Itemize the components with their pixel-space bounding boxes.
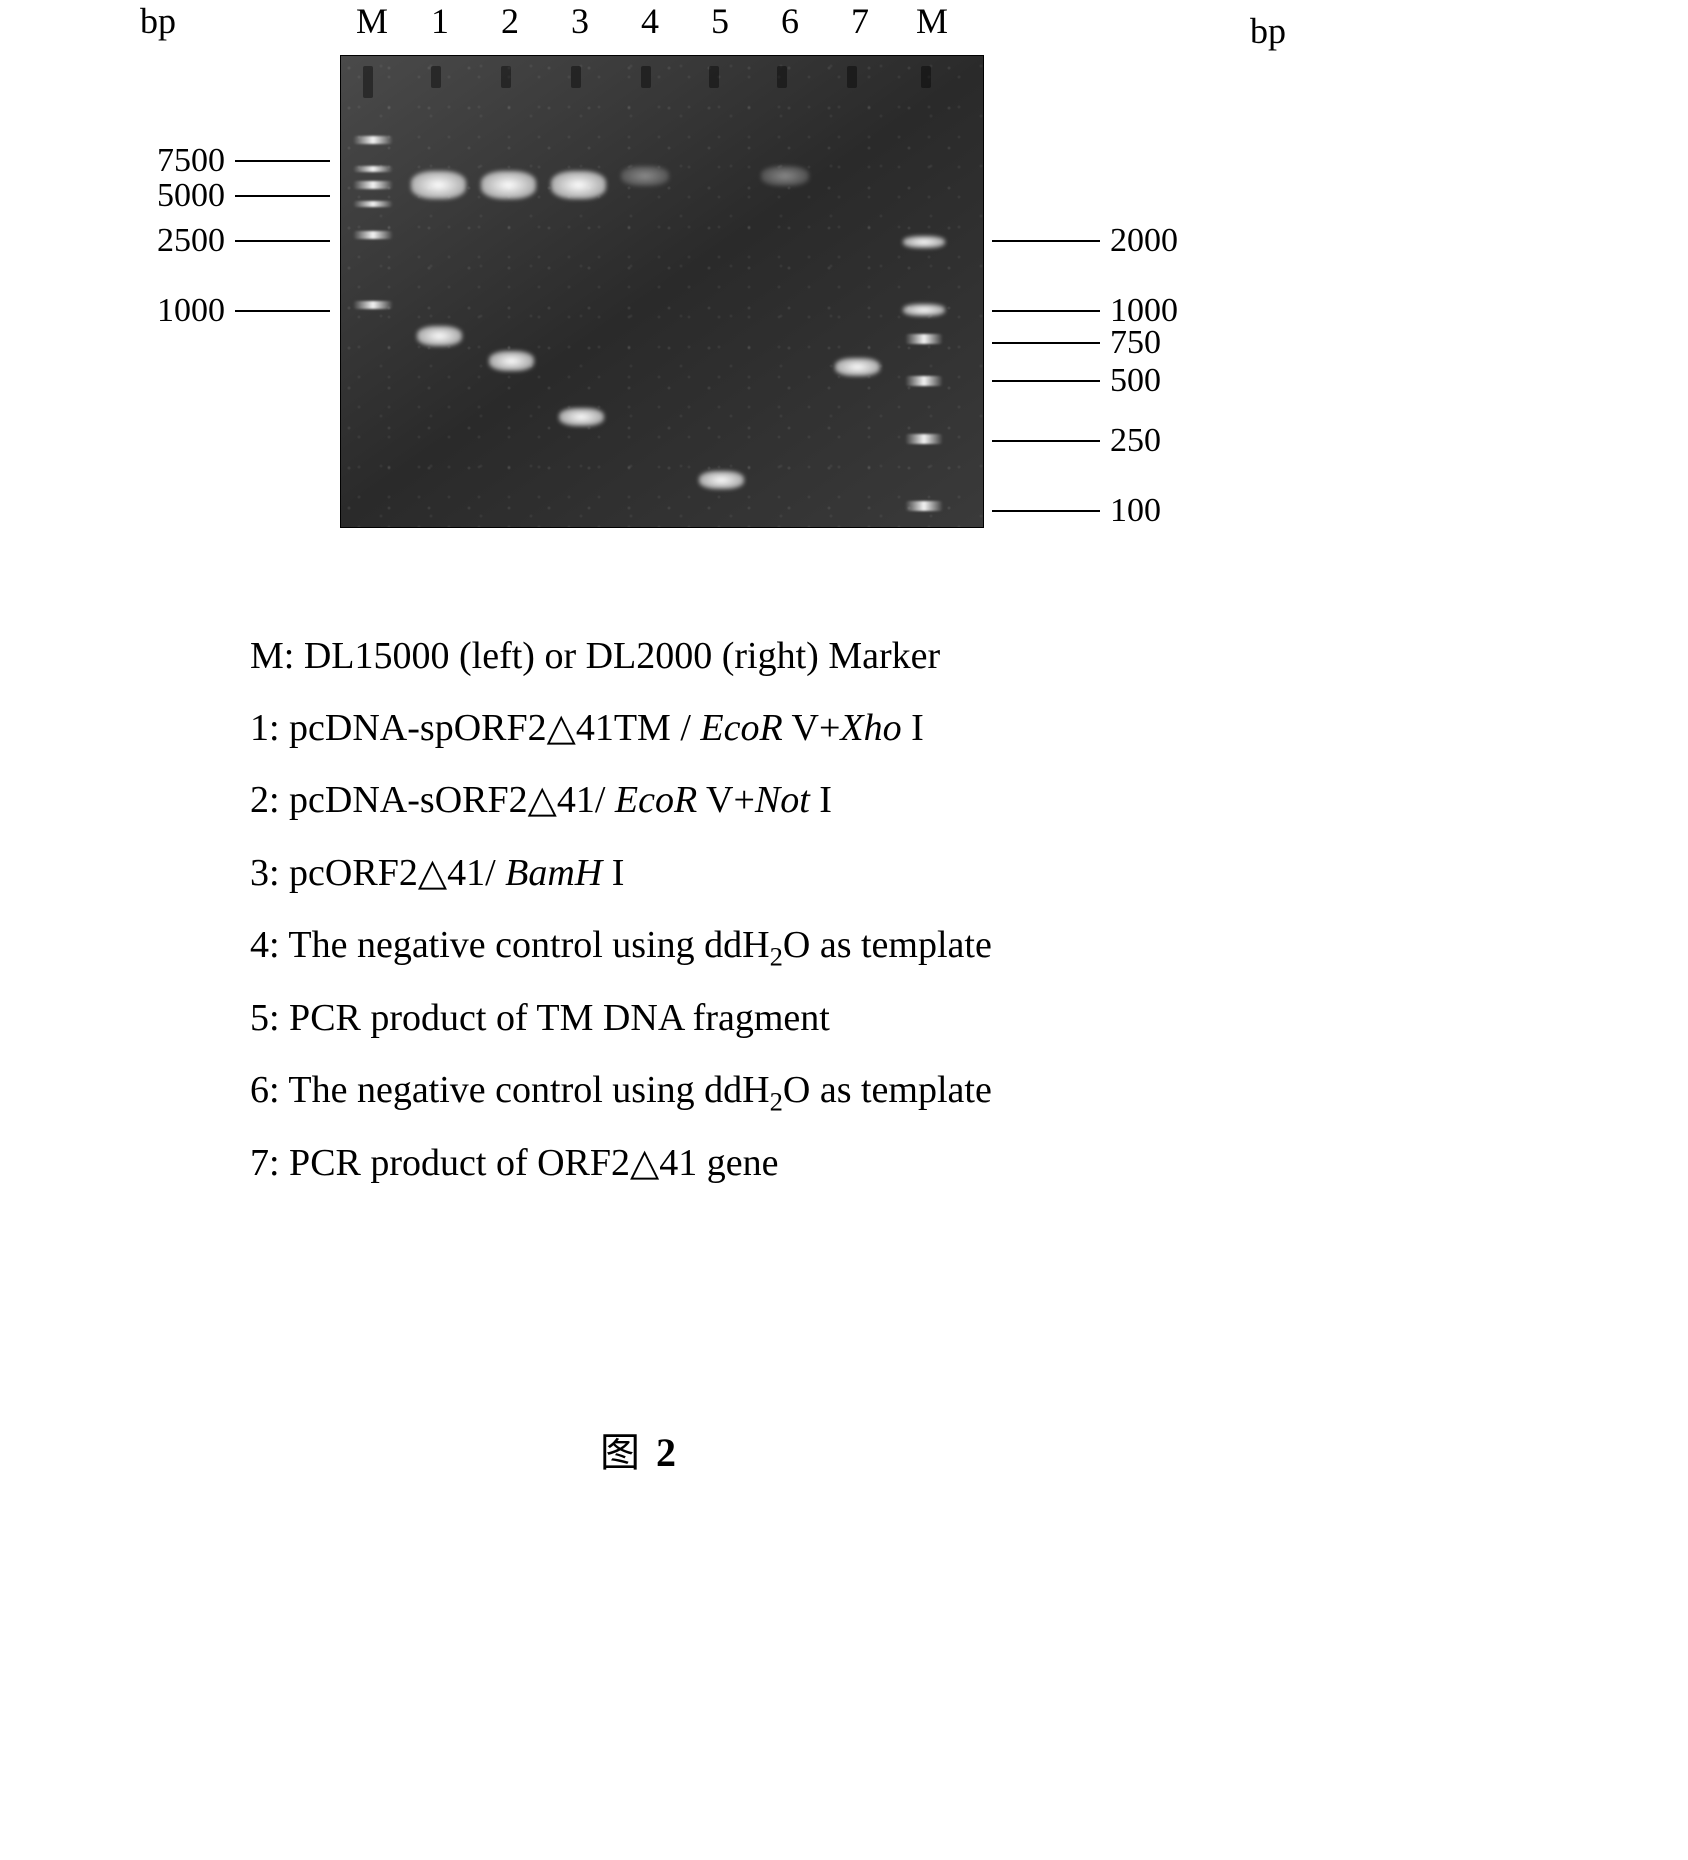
gel-well [709, 66, 719, 88]
lane-label: 2 [496, 0, 524, 42]
caption-num: 2 [656, 1430, 676, 1475]
marker-label-right: 250 [1110, 422, 1161, 460]
tick-line [992, 240, 1100, 242]
gel-band [905, 501, 943, 511]
gel-band [905, 376, 943, 386]
lane-label: 4 [636, 0, 664, 42]
legend-line: 4: The negative control using ddH2O as t… [250, 909, 992, 982]
gel-band [903, 304, 945, 316]
tick-line [992, 342, 1100, 344]
gel-well [847, 66, 857, 88]
lane-label: 5 [706, 0, 734, 42]
marker-label-left: 2500 [157, 222, 225, 260]
gel-band [903, 236, 945, 248]
bp-label-right: bp [1250, 10, 1286, 52]
gel-well [777, 66, 787, 88]
caption-cn: 图 [600, 1430, 640, 1475]
gel-well [363, 66, 373, 98]
tick-line [235, 310, 330, 312]
gel-band [353, 301, 393, 309]
gel-band [353, 136, 393, 144]
marker-label-right: 2000 [1110, 222, 1178, 260]
marker-label-left: 5000 [157, 177, 225, 215]
legend-line: 6: The negative control using ddH2O as t… [250, 1054, 992, 1127]
lane-label: 6 [776, 0, 804, 42]
marker-label-right: 500 [1110, 362, 1161, 400]
figure-container: bp bp M 1 2 3 4 5 6 7 M 7500500025001000… [0, 0, 1688, 1860]
legend-line: 7: PCR product of ORF2△41 gene [250, 1127, 992, 1199]
gel-band [353, 166, 393, 172]
gel-band [551, 171, 606, 199]
lane-label: M [916, 0, 944, 42]
gel-band [353, 231, 393, 239]
marker-label-right: 100 [1110, 492, 1161, 530]
gel-band [353, 181, 393, 189]
tick-line [235, 240, 330, 242]
lane-label: M [356, 0, 384, 42]
lane-labels: M 1 2 3 4 5 6 7 M [356, 0, 944, 42]
tick-line [992, 510, 1100, 512]
marker-label-left: 7500 [157, 142, 225, 180]
marker-label-right: 750 [1110, 324, 1161, 362]
gel-band [559, 408, 604, 426]
gel-band [353, 201, 393, 207]
gel-band [905, 434, 943, 444]
gel-band [417, 326, 462, 346]
gel-well [571, 66, 581, 88]
legend-line: 5: PCR product of TM DNA fragment [250, 982, 992, 1054]
gel-band [411, 171, 466, 199]
figure-legend: M: DL15000 (left) or DL2000 (right) Mark… [250, 620, 992, 1199]
legend-line: 1: pcDNA-spORF2△41TM / EcoR V+Xho I [250, 692, 992, 764]
tick-line [235, 195, 330, 197]
tick-line [992, 380, 1100, 382]
gel-band [699, 471, 744, 489]
tick-line [235, 160, 330, 162]
gel-image [340, 55, 984, 528]
bp-label-left: bp [140, 0, 176, 42]
marker-label-left: 1000 [157, 292, 225, 330]
gel-band [905, 334, 943, 344]
gel-band [761, 166, 809, 186]
gel-well [431, 66, 441, 88]
figure-caption: 图 2 [600, 1420, 676, 1478]
legend-line: 3: pcORF2△41/ BamH I [250, 837, 992, 909]
legend-line: M: DL15000 (left) or DL2000 (right) Mark… [250, 620, 992, 692]
gel-band [481, 171, 536, 199]
gel-band [621, 166, 669, 186]
gel-band [835, 358, 880, 376]
lane-label: 1 [426, 0, 454, 42]
lane-label: 7 [846, 0, 874, 42]
gel-well [641, 66, 651, 88]
tick-line [992, 310, 1100, 312]
gel-well [501, 66, 511, 88]
lane-label: 3 [566, 0, 594, 42]
tick-line [992, 440, 1100, 442]
legend-line: 2: pcDNA-sORF2△41/ EcoR V+Not I [250, 764, 992, 836]
gel-well [921, 66, 931, 88]
gel-band [489, 351, 534, 371]
